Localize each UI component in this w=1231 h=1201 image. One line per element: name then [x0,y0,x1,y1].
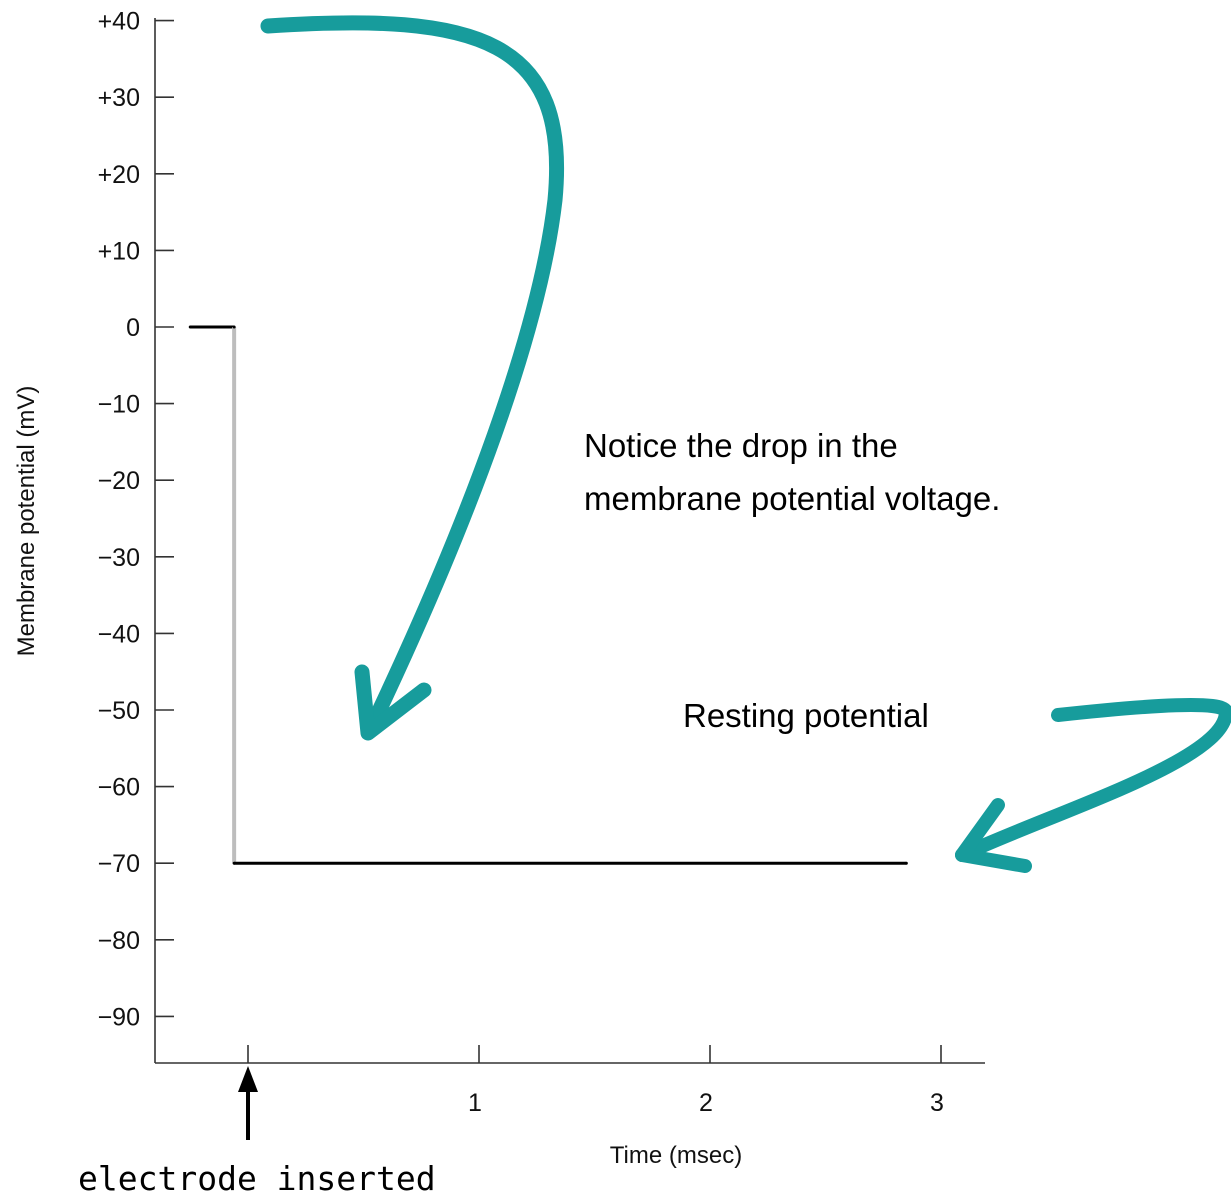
y-tick-label: −20 [98,467,140,495]
y-tick-label: −70 [98,850,140,878]
x-axis-title: Time (msec) [610,1142,742,1169]
trace-point [188,325,192,329]
y-tick-label: +10 [98,237,140,265]
y-tick-label: −50 [98,697,140,725]
y-tick-label: −10 [98,391,140,419]
x-tick-label: 1 [468,1089,482,1117]
y-axis-ticks: +40 +30 +20 +10 0 −10 −20 −30 −40 −50 −60 −70 −80 −90 [98,8,174,1031]
y-tick-label: −90 [98,1003,140,1031]
y-tick-label: −80 [98,927,140,955]
chart-axes [154,18,985,1064]
x-tick-label: 2 [699,1089,713,1117]
annotation-drop-line-1: Notice the drop in the [584,427,898,464]
annotation-resting-potential: Resting potential [683,697,929,734]
trace-point [232,325,236,329]
y-tick-label: +40 [98,8,140,36]
y-tick-label: 0 [126,314,140,342]
y-tick-label: +20 [98,161,140,189]
y-tick-label: −40 [98,620,140,648]
teal-resting-arrow-icon [955,697,1231,873]
y-axis-title: Membrane potential (mV) [13,386,40,657]
y-tick-label: +30 [98,84,140,112]
teal-curved-arrow-icon [260,15,564,741]
electrode-arrow-icon [238,1066,258,1140]
y-tick-label: −30 [98,544,140,572]
trace-point [232,861,236,865]
chart-series [188,325,908,865]
trace-point [904,861,908,865]
x-axis-ticks: 1 2 3 [247,1045,944,1117]
annotation-electrode-inserted: electrode inserted [78,1159,436,1198]
annotation-drop-line-2: membrane potential voltage. [584,480,1000,517]
y-tick-label: −60 [98,774,140,802]
x-tick-label: 3 [930,1089,944,1117]
